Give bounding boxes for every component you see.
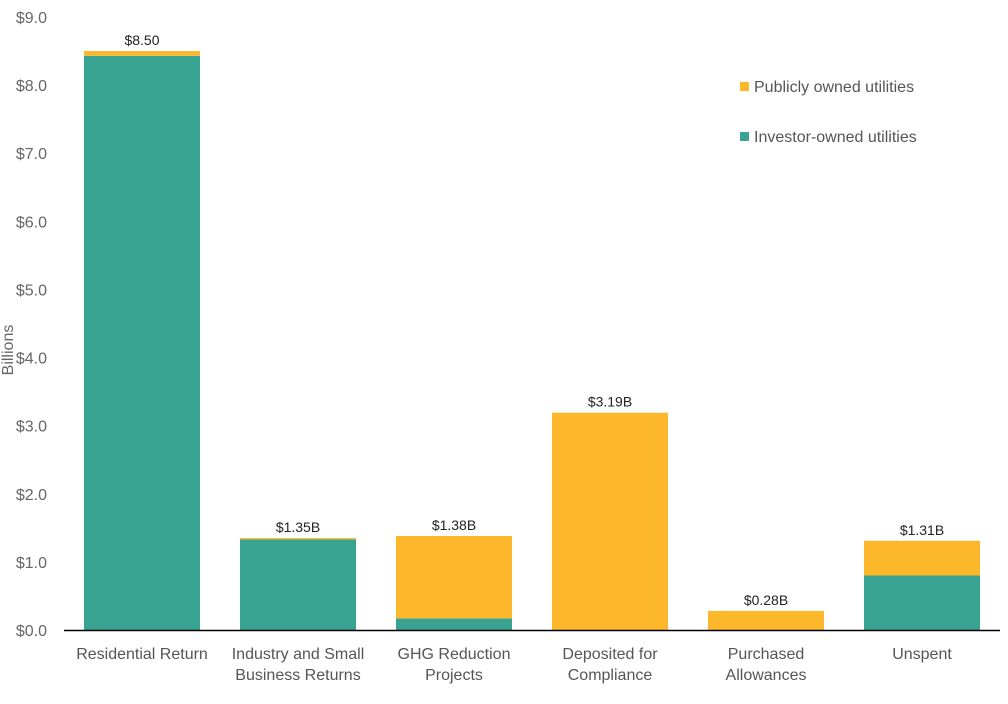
bars: $8.50 $1.35B $1.38B $3.19B $0.28B $1.31B: [84, 32, 980, 630]
y-tick-label: $8.0: [16, 78, 47, 95]
data-label: $3.19B: [588, 394, 632, 410]
data-label: $1.31B: [900, 522, 944, 538]
y-tick-label: $7.0: [16, 146, 47, 163]
data-label: $0.28B: [744, 592, 788, 608]
data-label: $1.38B: [432, 517, 476, 533]
x-tick-label: Business Returns: [235, 667, 360, 684]
y-tick-label: $3.0: [16, 419, 47, 436]
legend: Publicly owned utilities Investor-owned u…: [740, 79, 917, 146]
x-tick-label: Projects: [425, 667, 483, 684]
bar-segment-publicly-owned: [84, 51, 200, 56]
x-tick-label: GHG Reduction: [398, 646, 511, 663]
bar-segment-publicly-owned: [864, 540, 980, 576]
bar-segment-investor-owned: [396, 618, 512, 630]
x-tick-label: Purchased: [728, 646, 805, 663]
bar-segment-publicly-owned: [708, 610, 824, 630]
bar-segment-investor-owned: [240, 539, 356, 630]
data-label: $8.50: [124, 32, 159, 48]
x-tick-label: Residential Return: [76, 646, 208, 663]
y-axis-title: Billions: [0, 325, 17, 376]
y-axis: $0.0 $1.0 $2.0 $3.0 $4.0 $5.0 $6.0 $7.0 $8.0 $9.0: [16, 10, 47, 640]
y-tick-label: $2.0: [16, 487, 47, 504]
legend-label: Investor-owned utilities: [754, 129, 917, 146]
y-tick-label: $0.0: [16, 623, 47, 640]
x-tick-label: Unspent: [892, 646, 952, 663]
x-tick-label: Deposited for: [562, 646, 658, 663]
y-tick-label: $5.0: [16, 282, 47, 299]
y-tick-label: $1.0: [16, 555, 47, 572]
y-tick-label: $9.0: [16, 10, 47, 27]
bar-segment-publicly-owned: [396, 536, 512, 619]
y-tick-label: $4.0: [16, 351, 47, 368]
data-label: $1.35B: [276, 519, 320, 535]
x-axis-labels: Residential Return Industry and Small Busi…: [76, 646, 952, 684]
legend-swatch: [740, 132, 749, 141]
bar-segment-investor-owned: [84, 55, 200, 630]
bar-segment-publicly-owned: [552, 412, 668, 630]
x-tick-label: Allowances: [726, 667, 807, 684]
y-tick-label: $6.0: [16, 214, 47, 231]
legend-swatch: [740, 82, 749, 91]
bar-segment-investor-owned: [864, 575, 980, 630]
x-tick-label: Compliance: [568, 667, 653, 684]
bar-segment-publicly-owned: [240, 538, 356, 540]
legend-label: Publicly owned utilities: [754, 79, 914, 96]
x-tick-label: Industry and Small: [232, 646, 365, 663]
